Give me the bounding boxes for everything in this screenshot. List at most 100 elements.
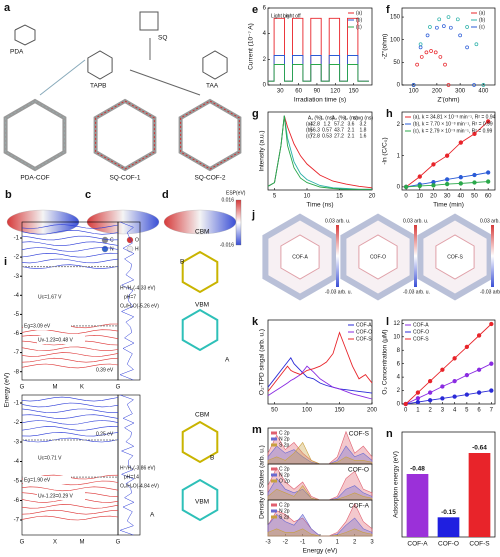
label: 5 bbox=[273, 194, 277, 200]
label: Energy (eV) bbox=[4, 373, 11, 408]
label: -7 bbox=[14, 518, 20, 524]
label: B bbox=[180, 259, 184, 266]
point bbox=[431, 162, 436, 167]
point bbox=[427, 390, 433, 395]
label: τ₁ (ns) bbox=[320, 115, 334, 121]
point bbox=[444, 181, 450, 187]
band bbox=[21, 431, 119, 437]
label: h bbox=[386, 108, 393, 120]
label: CBM bbox=[195, 229, 209, 236]
label: 100 bbox=[409, 89, 420, 95]
label: Energy (eV) bbox=[303, 548, 338, 555]
point bbox=[418, 42, 423, 47]
bar bbox=[437, 517, 460, 537]
label: 200 bbox=[367, 408, 378, 414]
point bbox=[464, 344, 470, 350]
label: O₂/H₂O(-4.84 eV) bbox=[120, 483, 159, 489]
label: SQ-COF-1 bbox=[109, 175, 140, 182]
label: 0.03 arb. u. bbox=[403, 218, 428, 224]
label: 0 bbox=[397, 402, 401, 408]
label: 3.2 bbox=[360, 121, 367, 127]
label: 0.57 bbox=[322, 127, 332, 133]
label: (c) bbox=[479, 24, 485, 30]
label: 6 bbox=[397, 361, 401, 367]
label: O bbox=[135, 237, 139, 243]
label: 100 bbox=[390, 37, 401, 43]
point bbox=[443, 62, 447, 67]
colorbar bbox=[414, 225, 417, 287]
label: 1 bbox=[397, 153, 401, 159]
label: C 2p bbox=[279, 430, 290, 436]
charge-map bbox=[358, 234, 398, 280]
label: 12 bbox=[393, 321, 400, 327]
band bbox=[21, 408, 119, 414]
label: c bbox=[85, 189, 91, 201]
point bbox=[472, 172, 477, 178]
label-bg bbox=[23, 476, 71, 484]
label: (a) bbox=[306, 121, 312, 127]
label: S 2p bbox=[279, 442, 290, 448]
point bbox=[435, 25, 439, 30]
label: G bbox=[116, 385, 121, 391]
label: H⁺/H₂(-4.33 eV) bbox=[120, 285, 156, 291]
label: Intensity (a.u.) bbox=[259, 130, 266, 171]
label: i bbox=[4, 256, 7, 268]
label: A₁ (%) bbox=[308, 115, 323, 121]
label: 7 bbox=[490, 408, 494, 414]
label: pH=7 bbox=[124, 294, 136, 300]
label: -3 bbox=[265, 540, 271, 546]
point bbox=[427, 398, 433, 403]
point bbox=[444, 177, 450, 182]
point bbox=[452, 356, 457, 361]
label: 150 bbox=[349, 89, 360, 95]
atom-swatch bbox=[101, 236, 109, 244]
label: 43.7 bbox=[334, 127, 344, 133]
band bbox=[21, 224, 119, 229]
charge-map bbox=[435, 234, 475, 280]
point bbox=[455, 17, 460, 22]
band bbox=[21, 414, 119, 419]
label: 200 bbox=[432, 89, 443, 95]
point bbox=[429, 49, 433, 53]
label: Time (min) bbox=[433, 202, 464, 209]
label: 1 bbox=[336, 540, 340, 546]
label: -5 bbox=[14, 479, 20, 485]
band bbox=[21, 229, 119, 235]
point bbox=[442, 24, 446, 28]
label: 150 bbox=[390, 15, 401, 21]
framework bbox=[180, 100, 240, 170]
label: -0.15 bbox=[441, 509, 456, 516]
molecule bbox=[14, 24, 36, 46]
label: COF-S bbox=[469, 541, 490, 548]
point bbox=[458, 140, 463, 145]
label: 0 bbox=[397, 83, 401, 89]
label: 0.53 bbox=[322, 133, 332, 139]
plot-frame bbox=[267, 7, 373, 86]
label: COF-S bbox=[356, 336, 372, 342]
label: COF-O bbox=[370, 254, 386, 260]
point bbox=[403, 184, 409, 190]
label: -4 bbox=[14, 459, 20, 465]
point bbox=[415, 399, 421, 405]
label: 0.03 arb. u. bbox=[325, 218, 350, 224]
label-bg bbox=[23, 322, 71, 330]
label: 0 bbox=[263, 83, 267, 89]
label: Light on bbox=[271, 13, 289, 19]
point bbox=[448, 25, 453, 30]
point bbox=[465, 25, 469, 29]
label: 30 bbox=[277, 89, 284, 95]
label: τavg (ns) bbox=[353, 115, 373, 121]
line bbox=[267, 331, 373, 392]
label: Time (ns) bbox=[306, 202, 333, 209]
label: 3 bbox=[370, 540, 374, 546]
label: (c) bbox=[356, 24, 362, 30]
point bbox=[419, 55, 424, 59]
dos-curve bbox=[119, 221, 135, 381]
point bbox=[411, 83, 416, 87]
line bbox=[267, 115, 372, 190]
band bbox=[21, 402, 119, 408]
arrow bbox=[129, 69, 201, 96]
framework bbox=[93, 98, 157, 172]
point bbox=[440, 367, 445, 372]
label: n bbox=[386, 428, 393, 440]
